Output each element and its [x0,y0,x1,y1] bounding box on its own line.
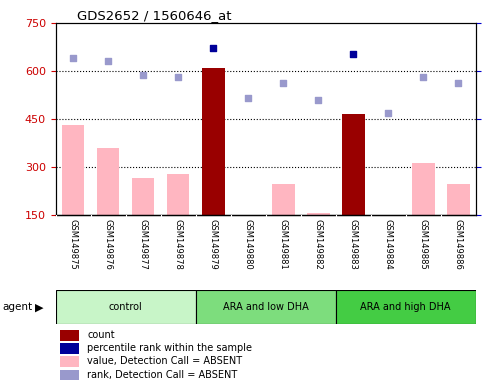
Text: GDS2652 / 1560646_at: GDS2652 / 1560646_at [76,9,231,22]
Point [104,58,112,65]
Bar [167,174,189,215]
Text: ▶: ▶ [35,302,44,312]
Bar [97,148,119,215]
Text: GSM149875: GSM149875 [69,219,78,270]
Bar [377,215,399,218]
Text: GSM149881: GSM149881 [279,219,288,270]
Text: GSM149877: GSM149877 [139,219,148,270]
Point [139,72,147,78]
Point [455,79,462,86]
Text: GSM149876: GSM149876 [103,219,113,270]
Text: GSM149886: GSM149886 [454,219,463,270]
Bar [56,290,196,324]
Text: GSM149885: GSM149885 [419,219,428,270]
Text: count: count [87,330,114,340]
Bar [60,356,79,367]
Bar [132,178,155,215]
Point [419,74,427,80]
Text: GSM149878: GSM149878 [173,219,183,270]
Bar [336,290,476,324]
Bar [307,214,329,215]
Point [209,45,217,51]
Point [174,74,182,80]
Bar [62,126,85,215]
Text: percentile rank within the sample: percentile rank within the sample [87,343,252,353]
Text: GSM149879: GSM149879 [209,219,218,270]
Bar [237,215,259,216]
Bar [60,343,79,354]
Text: GSM149884: GSM149884 [384,219,393,270]
Text: value, Detection Call = ABSENT: value, Detection Call = ABSENT [87,356,242,366]
Bar [447,184,469,215]
Bar [196,290,336,324]
Bar [202,68,225,215]
Text: control: control [109,302,142,312]
Bar [342,114,365,215]
Bar [272,184,295,215]
Text: agent: agent [2,302,32,312]
Bar [60,370,79,381]
Bar [60,330,79,341]
Text: ARA and low DHA: ARA and low DHA [223,302,309,312]
Text: GSM149883: GSM149883 [349,219,358,270]
Point [314,97,322,103]
Bar [412,163,435,215]
Point [279,79,287,86]
Text: GSM149882: GSM149882 [313,219,323,270]
Point [349,51,357,57]
Text: rank, Detection Call = ABSENT: rank, Detection Call = ABSENT [87,370,237,380]
Text: ARA and high DHA: ARA and high DHA [360,302,451,312]
Point [244,95,252,101]
Text: GSM149880: GSM149880 [243,219,253,270]
Point [69,55,77,61]
Point [384,110,392,116]
